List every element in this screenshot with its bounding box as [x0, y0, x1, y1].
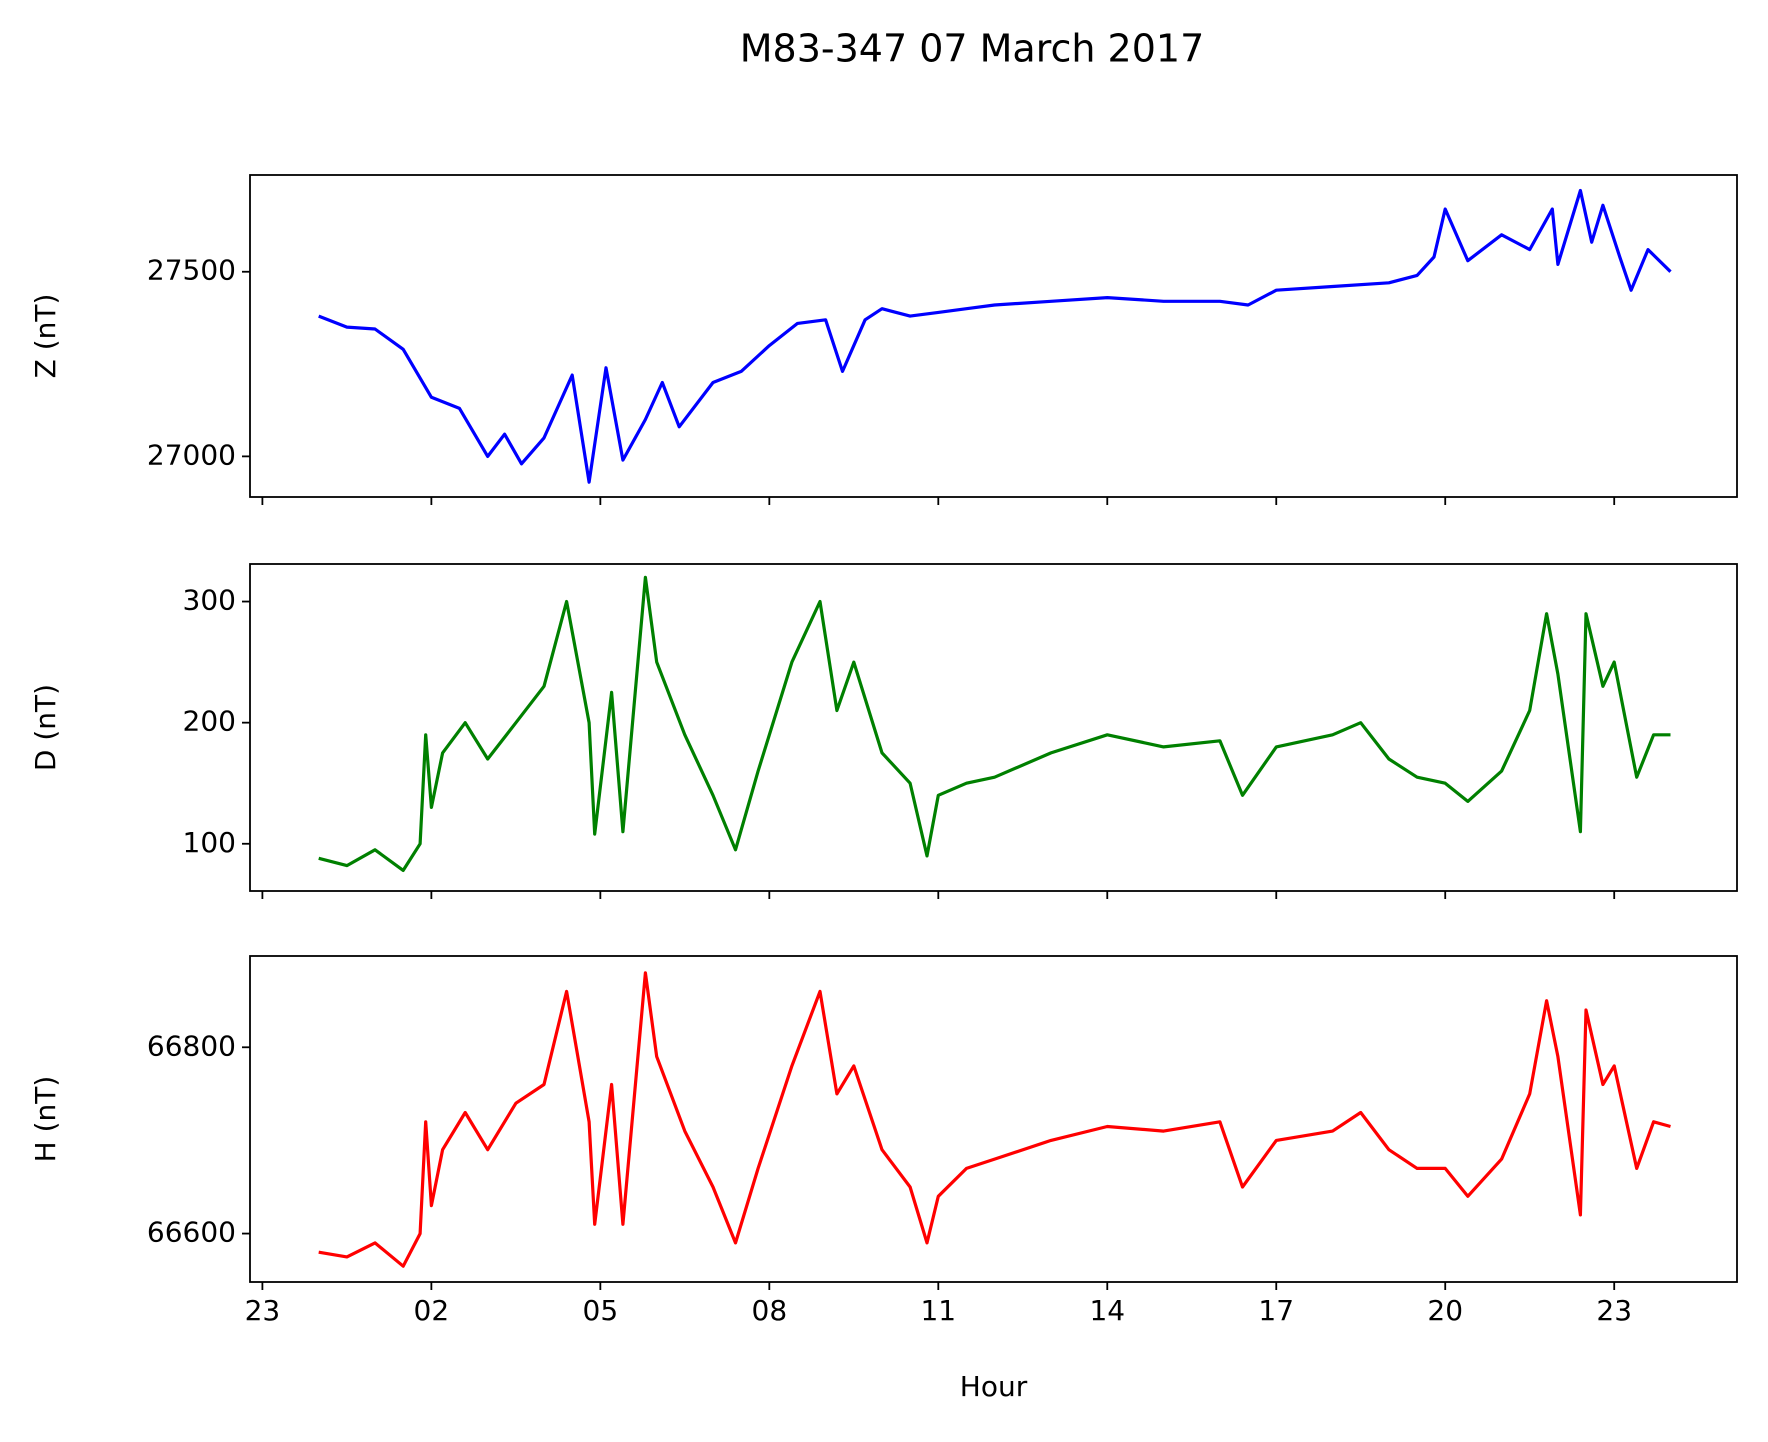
- x-axis-label: Hour: [960, 1370, 1028, 1403]
- y-axis-label: H (nT): [29, 1076, 62, 1163]
- x-tick-label: 17: [1258, 1294, 1294, 1327]
- axes-frame: [249, 955, 1738, 1283]
- y-tick-label: 100: [183, 826, 236, 859]
- y-tick-label: 66800: [147, 1029, 236, 1062]
- data-line: [318, 971, 1671, 1268]
- x-tick-label: 08: [752, 1294, 788, 1327]
- y-tick-label: 300: [183, 584, 236, 617]
- x-tick-label: 23: [245, 1294, 281, 1327]
- data-line: [318, 575, 1671, 873]
- x-tick-label: 14: [1089, 1294, 1125, 1327]
- y-tick-label: 27500: [147, 254, 236, 287]
- x-tick-label: 02: [414, 1294, 450, 1327]
- x-tick-label: 05: [583, 1294, 619, 1327]
- axes-frame: [249, 174, 1738, 498]
- y-axis-label: D (nT): [29, 684, 62, 771]
- y-axis-label: Z (nT): [29, 294, 62, 379]
- figure-title: M83-347 07 March 2017: [740, 27, 1205, 71]
- y-tick-label: 27000: [147, 438, 236, 471]
- y-tick-label: 66600: [147, 1216, 236, 1249]
- y-tick-label: 200: [183, 705, 236, 738]
- x-tick-label: 20: [1427, 1294, 1463, 1327]
- axes-frame: [249, 563, 1738, 892]
- x-tick-label: 23: [1596, 1294, 1632, 1327]
- x-tick-label: 11: [920, 1294, 956, 1327]
- data-line: [318, 188, 1672, 484]
